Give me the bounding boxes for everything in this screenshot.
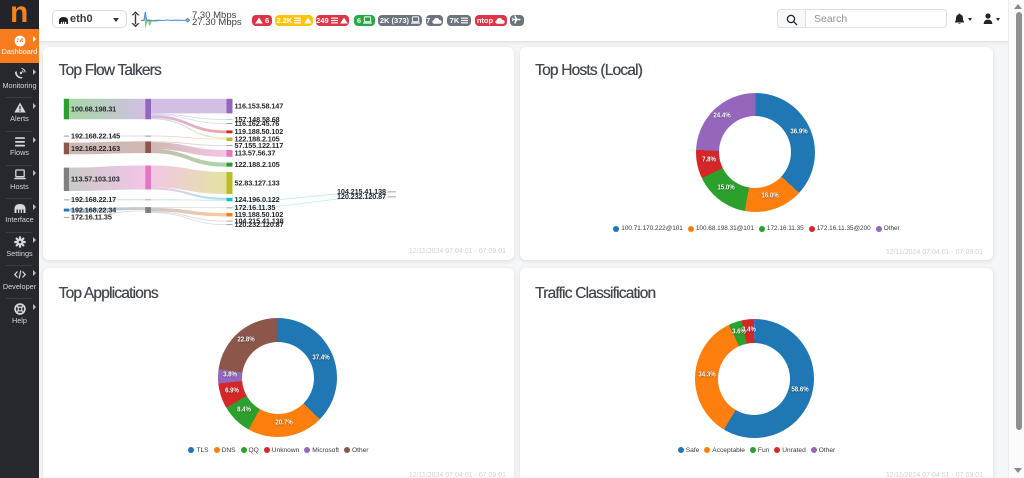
svg-text:192.168.22.17: 192.168.22.17 — [71, 195, 116, 204]
svg-text:172.16.11.35: 172.16.11.35 — [235, 203, 276, 212]
svg-text:120.232.120.87: 120.232.120.87 — [337, 192, 386, 201]
svg-text:157.148.58.68: 157.148.58.68 — [235, 115, 280, 124]
svg-text:100.68.198.31: 100.68.198.31 — [71, 104, 116, 113]
svg-text:192.168.22.163: 192.168.22.163 — [71, 144, 120, 153]
svg-text:116.162.45.76: 116.162.45.76 — [235, 119, 280, 128]
svg-text:104.215.41.138: 104.215.41.138 — [337, 187, 386, 196]
svg-text:57.155.122.117: 57.155.122.117 — [235, 141, 284, 150]
svg-text:119.188.50.102: 119.188.50.102 — [235, 127, 284, 136]
svg-text:192.168.22.145: 192.168.22.145 — [71, 131, 120, 140]
svg-text:116.153.58.147: 116.153.58.147 — [235, 101, 284, 110]
svg-text:120.232.120.87: 120.232.120.87 — [235, 220, 284, 229]
svg-text:113.57.103.103: 113.57.103.103 — [71, 175, 120, 184]
svg-text:192.168.22.34: 192.168.22.34 — [71, 205, 117, 214]
svg-text:104.215.41.138: 104.215.41.138 — [235, 216, 284, 225]
svg-text:122.188.2.105: 122.188.2.105 — [235, 135, 280, 144]
svg-text:122.188.2.105: 122.188.2.105 — [235, 160, 280, 169]
svg-text:113.57.56.37: 113.57.56.37 — [235, 149, 276, 158]
svg-text:172.16.11.35: 172.16.11.35 — [71, 213, 112, 222]
svg-text:52.83.127.133: 52.83.127.133 — [235, 178, 280, 187]
svg-text:124.196.0.122: 124.196.0.122 — [235, 195, 280, 204]
svg-text:119.188.50.102: 119.188.50.102 — [235, 210, 284, 219]
